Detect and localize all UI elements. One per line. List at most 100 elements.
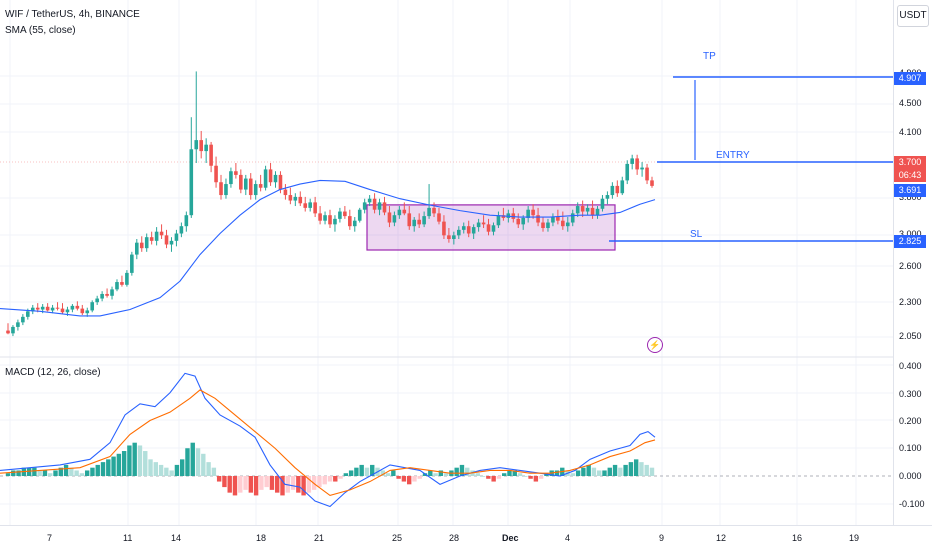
macd-histogram-bar [422,473,428,476]
date-tick: 16 [792,533,803,543]
macd-histogram-bar [74,470,79,476]
macd-histogram-bar [486,476,491,479]
candle-body [402,209,407,214]
sma-line [0,179,656,317]
macd-histogram-bar [16,470,21,476]
candle-body [536,215,540,223]
candle-body [120,282,124,285]
candle-body [80,308,85,314]
macd-histogram-bar [48,473,53,476]
macd-histogram-bar [158,464,164,476]
currency-button[interactable]: USDT [897,5,929,27]
macd-histogram-bar [602,470,607,476]
price-tick: 3.800 [899,192,922,202]
candle-body [630,158,634,164]
macd-histogram-bar [132,442,137,476]
macd-histogram-bar [69,467,74,476]
macd-histogram-bar [433,473,438,476]
candle-body [481,222,486,225]
macd-histogram-bar [11,470,16,476]
macd-histogram-bar [333,476,338,482]
candle-body [417,219,421,225]
time-axis[interactable] [0,525,932,551]
candle-body [214,165,218,183]
macd-histogram-bar [306,476,312,493]
candle-body [575,206,580,214]
macd-histogram-bar [459,464,465,476]
price-tick: 2.300 [899,297,922,307]
chart-canvas[interactable]: TP ENTRY SL [0,0,893,525]
candle-body [204,144,208,152]
candle-body [357,209,362,221]
candle-body [348,216,352,227]
candle-body [308,202,312,208]
candle-body [580,206,585,212]
candle-body [501,215,506,218]
candle-body [387,212,392,223]
candle-body [278,174,283,190]
macd-histogram-bar [106,459,111,476]
macd-histogram-bar [5,473,11,476]
sma-legend[interactable]: SMA (55, close) [5,25,76,36]
candle-body [144,237,149,249]
macd-histogram-bar [290,476,296,490]
macd-histogram-bar [575,470,581,476]
chart-area[interactable]: TP ENTRY SL [0,0,893,525]
macd-histogram-bar [507,470,512,476]
symbol-legend[interactable]: WIF / TetherUS, 4h, BINANCE [5,9,140,20]
macd-histogram-bar [480,476,486,477]
macd-histogram-bar [512,470,517,476]
candle-body [16,322,20,327]
date-tick: 7 [47,533,53,543]
candle-body [169,240,174,245]
candle-body [407,213,412,227]
lightning-icon[interactable]: ⚡ [647,337,663,353]
candle-body [650,180,654,186]
candle-body [546,222,550,229]
candle-body [640,167,644,170]
macd-histogram-bar [612,464,618,476]
candle-body [432,207,436,214]
macd-tick: 0.100 [899,443,922,453]
candle-body [565,222,570,227]
candle-body [26,311,30,317]
macd-histogram-bar [275,476,280,493]
candle-body [506,213,511,218]
price-axis[interactable] [893,0,932,525]
date-tick: 18 [256,533,267,543]
macd-histogram-bar [248,476,254,493]
macd-histogram-bar [164,467,169,476]
candle-body [377,202,382,210]
macd-histogram-bar [227,476,232,493]
candle-body [149,237,154,241]
candle-body [303,203,308,208]
macd-histogram-bar [538,476,544,479]
candle-body [526,209,530,218]
macd-histogram-bar [79,473,85,476]
candle-body [466,226,471,234]
macd-histogram-bar [633,459,639,476]
candle-body [541,222,545,229]
macd-histogram-bar [296,476,301,493]
macd-histogram-bar [32,467,37,476]
date-tick: 11 [123,533,133,543]
candle-body [199,140,203,152]
candle-body [437,213,441,222]
macd-histogram-bar [222,476,227,488]
macd-histogram-bar [148,459,153,476]
candle-body [352,220,357,227]
macd-histogram-bar [211,467,217,476]
macd-legend[interactable]: MACD (12, 26, close) [5,367,101,378]
macd-histogram-bar [216,476,222,482]
macd-line [0,372,656,508]
candle-body [45,306,50,311]
macd-histogram-bar [259,476,264,490]
candle-body [551,217,555,223]
consolidation-box [366,204,616,251]
macd-histogram-bar [391,470,396,476]
macd-histogram-bar [63,464,69,476]
date-tick: 12 [716,533,727,543]
candle-body [590,207,595,216]
candle-body [229,171,233,185]
candle-body [75,305,80,309]
